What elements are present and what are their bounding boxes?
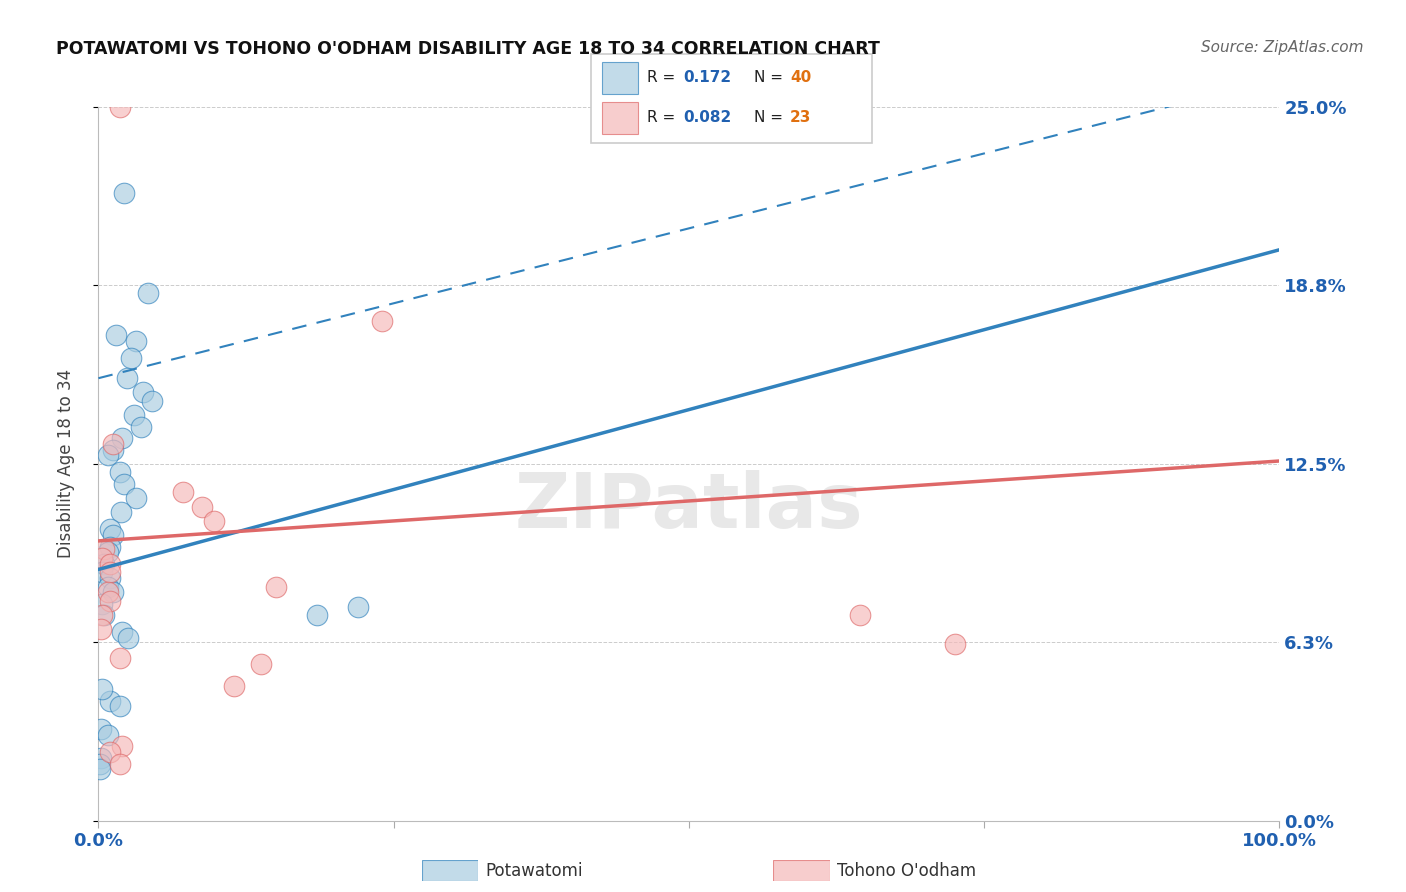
- Text: N =: N =: [754, 70, 787, 85]
- Point: [111, 625, 134, 640]
- Point: [98, 557, 121, 571]
- Text: POTAWATOMI VS TOHONO O'ODHAM DISABILITY AGE 18 TO 34 CORRELATION CHART: POTAWATOMI VS TOHONO O'ODHAM DISABILITY …: [56, 40, 880, 58]
- Text: R =: R =: [647, 111, 681, 125]
- Point: [202, 514, 225, 528]
- Point: [93, 608, 115, 623]
- Point: [101, 442, 124, 457]
- Point: [91, 551, 114, 566]
- Point: [943, 637, 966, 651]
- Point: [90, 751, 112, 765]
- Point: [264, 580, 287, 594]
- Point: [98, 571, 121, 585]
- Text: 23: 23: [790, 111, 811, 125]
- Point: [122, 409, 145, 423]
- Point: [121, 351, 143, 366]
- Point: [129, 419, 152, 434]
- Point: [108, 100, 131, 114]
- Point: [97, 585, 120, 599]
- Point: [111, 431, 134, 445]
- Bar: [602, 62, 638, 94]
- Y-axis label: Disability Age 18 to 34: Disability Age 18 to 34: [56, 369, 75, 558]
- Point: [91, 608, 114, 623]
- Point: [112, 476, 135, 491]
- Point: [91, 566, 114, 580]
- Point: [90, 623, 112, 637]
- Point: [108, 651, 131, 665]
- Point: [172, 485, 194, 500]
- Point: [101, 585, 124, 599]
- Point: [91, 682, 114, 697]
- Point: [117, 631, 139, 645]
- Point: [849, 608, 872, 623]
- Point: [347, 599, 370, 614]
- Point: [105, 328, 128, 343]
- Point: [98, 694, 121, 708]
- Point: [97, 448, 120, 462]
- Point: [98, 594, 121, 608]
- Bar: [602, 102, 638, 134]
- Point: [108, 756, 131, 771]
- Point: [108, 466, 131, 480]
- Point: [108, 699, 131, 714]
- Point: [112, 186, 135, 200]
- Point: [93, 557, 115, 571]
- Point: [136, 285, 159, 300]
- Text: 0.172: 0.172: [683, 70, 731, 85]
- Text: Potawatomi: Potawatomi: [485, 862, 582, 880]
- Point: [125, 334, 148, 348]
- Point: [93, 542, 115, 557]
- Point: [141, 394, 163, 409]
- Point: [101, 528, 124, 542]
- Point: [111, 739, 134, 754]
- Point: [98, 745, 121, 759]
- Point: [89, 756, 111, 771]
- Point: [371, 314, 394, 328]
- Text: N =: N =: [754, 111, 787, 125]
- Point: [90, 723, 112, 737]
- Point: [89, 762, 111, 776]
- Point: [98, 523, 121, 537]
- Point: [98, 566, 121, 580]
- Point: [91, 597, 114, 611]
- Point: [224, 680, 246, 694]
- Point: [250, 657, 273, 671]
- Point: [97, 580, 120, 594]
- Point: [101, 437, 124, 451]
- Text: Source: ZipAtlas.com: Source: ZipAtlas.com: [1201, 40, 1364, 55]
- Point: [110, 505, 132, 519]
- Point: [115, 371, 138, 385]
- Point: [132, 385, 155, 400]
- Point: [97, 728, 120, 742]
- Point: [305, 608, 328, 623]
- Text: 0.082: 0.082: [683, 111, 731, 125]
- Text: 40: 40: [790, 70, 811, 85]
- Point: [97, 545, 120, 559]
- Point: [125, 491, 148, 505]
- Point: [191, 500, 214, 514]
- Point: [98, 540, 121, 554]
- Text: Tohono O'odham: Tohono O'odham: [837, 862, 976, 880]
- Text: R =: R =: [647, 70, 681, 85]
- Text: ZIPatlas: ZIPatlas: [515, 470, 863, 543]
